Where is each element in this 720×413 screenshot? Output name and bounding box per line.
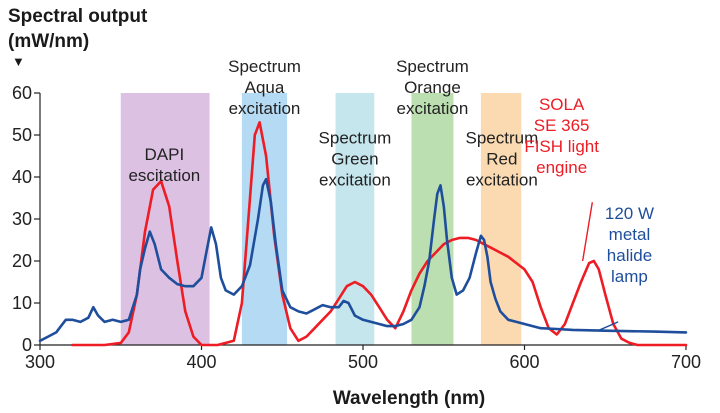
y-tick-label: 50 — [12, 125, 32, 145]
y-axis-title-line-1: Spectral output — [8, 6, 148, 27]
x-axis-title: Wavelength (nm) — [333, 388, 485, 409]
y-tick-label: 60 — [12, 83, 32, 103]
sola-series-label-pointer — [581, 202, 594, 262]
x-tick-label: 600 — [509, 352, 539, 372]
sola-series-line — [71, 121, 688, 347]
band-label-red: Spectrum Red excitation — [466, 128, 539, 189]
y-tick-label: 0 — [22, 335, 32, 355]
metal-halide-series-line — [38, 177, 688, 343]
y-axis-title-line-2: (mW/nm) — [8, 31, 90, 52]
x-tick-label: 400 — [186, 352, 216, 372]
y-tick-label: 30 — [12, 209, 32, 229]
band-label-dapi: DAPI escitation — [128, 145, 200, 185]
x-tick-label: 300 — [25, 352, 55, 372]
metal-halide-series-label-pointer — [598, 321, 619, 331]
y-axis-title: Spectral output (mW/nm) ▼ — [8, 4, 147, 70]
axes: 0 10 20 30 40 50 60 300 400 500 600 700 — [12, 83, 701, 372]
band-label-aqua: Spectrum Aqua excitation — [228, 57, 301, 118]
y-tick-label: 20 — [12, 251, 32, 271]
band-label-orange: Spectrum Orange excitation — [396, 57, 469, 118]
band-label-green: Spectrum Green excitation — [319, 128, 392, 189]
band-orange — [411, 93, 454, 345]
sola-series-label: SOLA SE 365 FISH light engine — [524, 95, 599, 177]
x-tick-label: 700 — [671, 352, 701, 372]
band-red — [480, 93, 522, 345]
excitation-bands — [120, 93, 522, 345]
series-lines — [38, 121, 688, 347]
annotations: DAPI escitation Spectrum Aqua excitation Spec… — [128, 57, 654, 331]
y-axis-arrow-icon: ▼ — [12, 54, 25, 69]
x-tick-label: 500 — [348, 352, 378, 372]
y-tick-label: 40 — [12, 167, 32, 187]
y-tick-label: 10 — [12, 293, 32, 313]
